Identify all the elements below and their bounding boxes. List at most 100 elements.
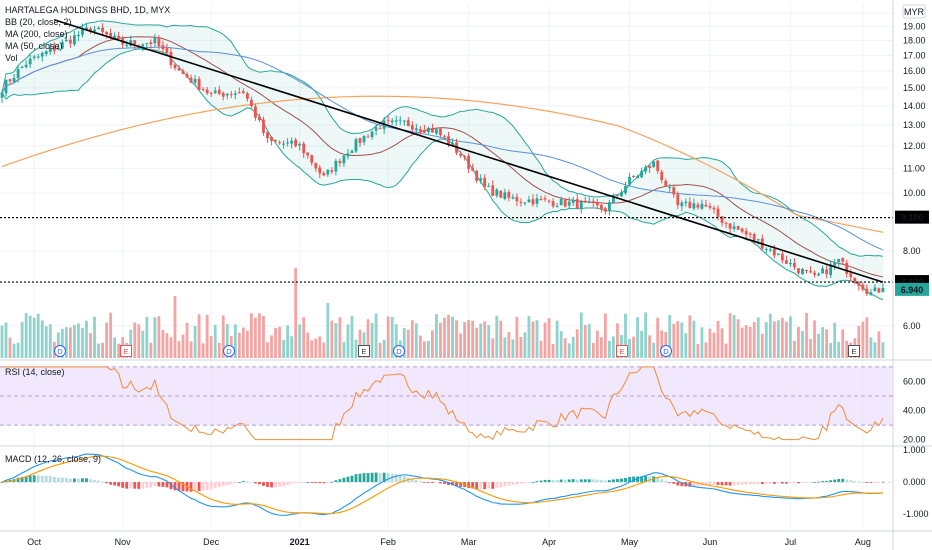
macd-hist-bar [28,475,32,483]
volume-bar [406,329,410,358]
candle-body [616,195,619,197]
volume-bar [857,325,861,358]
candle-body [591,201,595,204]
macd-hist-bar [225,482,229,486]
macd-hist-bar [660,479,664,483]
candle-body [322,173,326,176]
macd-hist-bar [608,480,611,483]
volume-bar [784,321,788,358]
volume-bar [748,326,752,358]
macd-hist-bar [56,477,60,483]
candle-body [648,165,652,168]
volume-bar [28,315,32,358]
volume-bar [805,313,808,358]
volume-bar [48,324,52,358]
macd-hist-bar [177,482,181,491]
candle-body [418,129,422,131]
volume-bar [346,324,350,358]
candle-body [354,139,358,152]
macd-hist-bar [612,479,615,483]
macd-hist-bar [797,482,800,484]
candle-body [620,192,623,197]
marker-label: D [396,347,402,356]
candle-body [720,216,724,223]
volume-bar [254,317,257,358]
candle-body [772,248,776,256]
candle-body [64,39,68,42]
macd-hist-bar [237,481,241,483]
volume-bar [712,332,716,358]
volume-bar [85,320,88,358]
macd-hist-bar [861,481,865,483]
macd-hist-bar [330,481,334,483]
volume-bar [294,268,298,358]
dividend-marker: D [393,345,405,357]
candle-body [797,268,800,273]
macd-hist-bar [68,478,72,483]
macd-hist-bar [491,482,495,489]
legend-bb: BB (20, close, 2) [5,17,72,27]
candle-body [286,142,290,144]
macd-hist-bar [245,481,249,483]
candle-body [193,79,197,83]
candle-body [829,264,833,276]
macd-hist-bar [704,482,708,486]
candle-body [249,99,253,106]
macd-hist-bar [77,478,80,483]
candle-body [205,89,209,94]
candle-body [700,203,704,209]
candle-body [16,69,20,78]
candle-body [342,155,346,164]
macd-hist-bar [418,481,422,483]
macd-hist-bar [603,480,607,483]
volume-bar [583,324,587,358]
candle-body [869,292,873,296]
volume-bar [680,322,684,358]
price-tick-label: 14.00 [903,101,926,111]
macd-hist-bar [664,481,668,483]
candle-body [101,27,104,32]
macd-hist-bar [443,482,446,484]
macd-hist-bar [89,479,92,483]
volume-bar [861,321,865,358]
candle-body [431,128,434,133]
volume-bar [809,338,812,358]
volume-bar [334,322,338,358]
candle-body [447,136,450,145]
dividend-marker: D [660,345,672,357]
candle-body [491,185,495,196]
macd-hist-bar [563,479,567,483]
volume-bar [225,324,229,358]
time-tick-label: May [621,537,639,547]
volume-bar [262,315,265,358]
volume-bar [169,337,173,358]
macd-hist-bar [254,482,257,484]
macd-hist-bar [209,482,213,490]
candle-body [56,47,60,50]
volume-bar [797,326,800,358]
macd-hist-bar [559,479,563,483]
macd-hist-bar [793,482,796,484]
dividend-icon [393,345,405,357]
currency-label: MYR [904,7,925,17]
volume-bar [153,317,157,358]
candle-body [595,202,599,206]
candle-body [28,58,32,65]
volume-bar [431,330,434,358]
main-legend: HARTALEGA HOLDINGS BHD, 1D, MYX BB (20, … [5,4,170,64]
candle-body [599,204,603,210]
candle-body [105,31,109,35]
volume-bar [97,343,100,358]
macd-hist-bar [455,482,458,487]
time-tick-label: Oct [27,537,42,547]
volume-bar [507,332,511,358]
macd-hist-bar [141,482,145,489]
candle-body [370,131,374,137]
volume-bar [394,324,398,358]
macd-hist-bar [346,476,350,483]
volume-bar [101,342,104,358]
candle-body [680,202,684,207]
macd-hist-bar [125,482,129,489]
candle-body [656,160,660,172]
